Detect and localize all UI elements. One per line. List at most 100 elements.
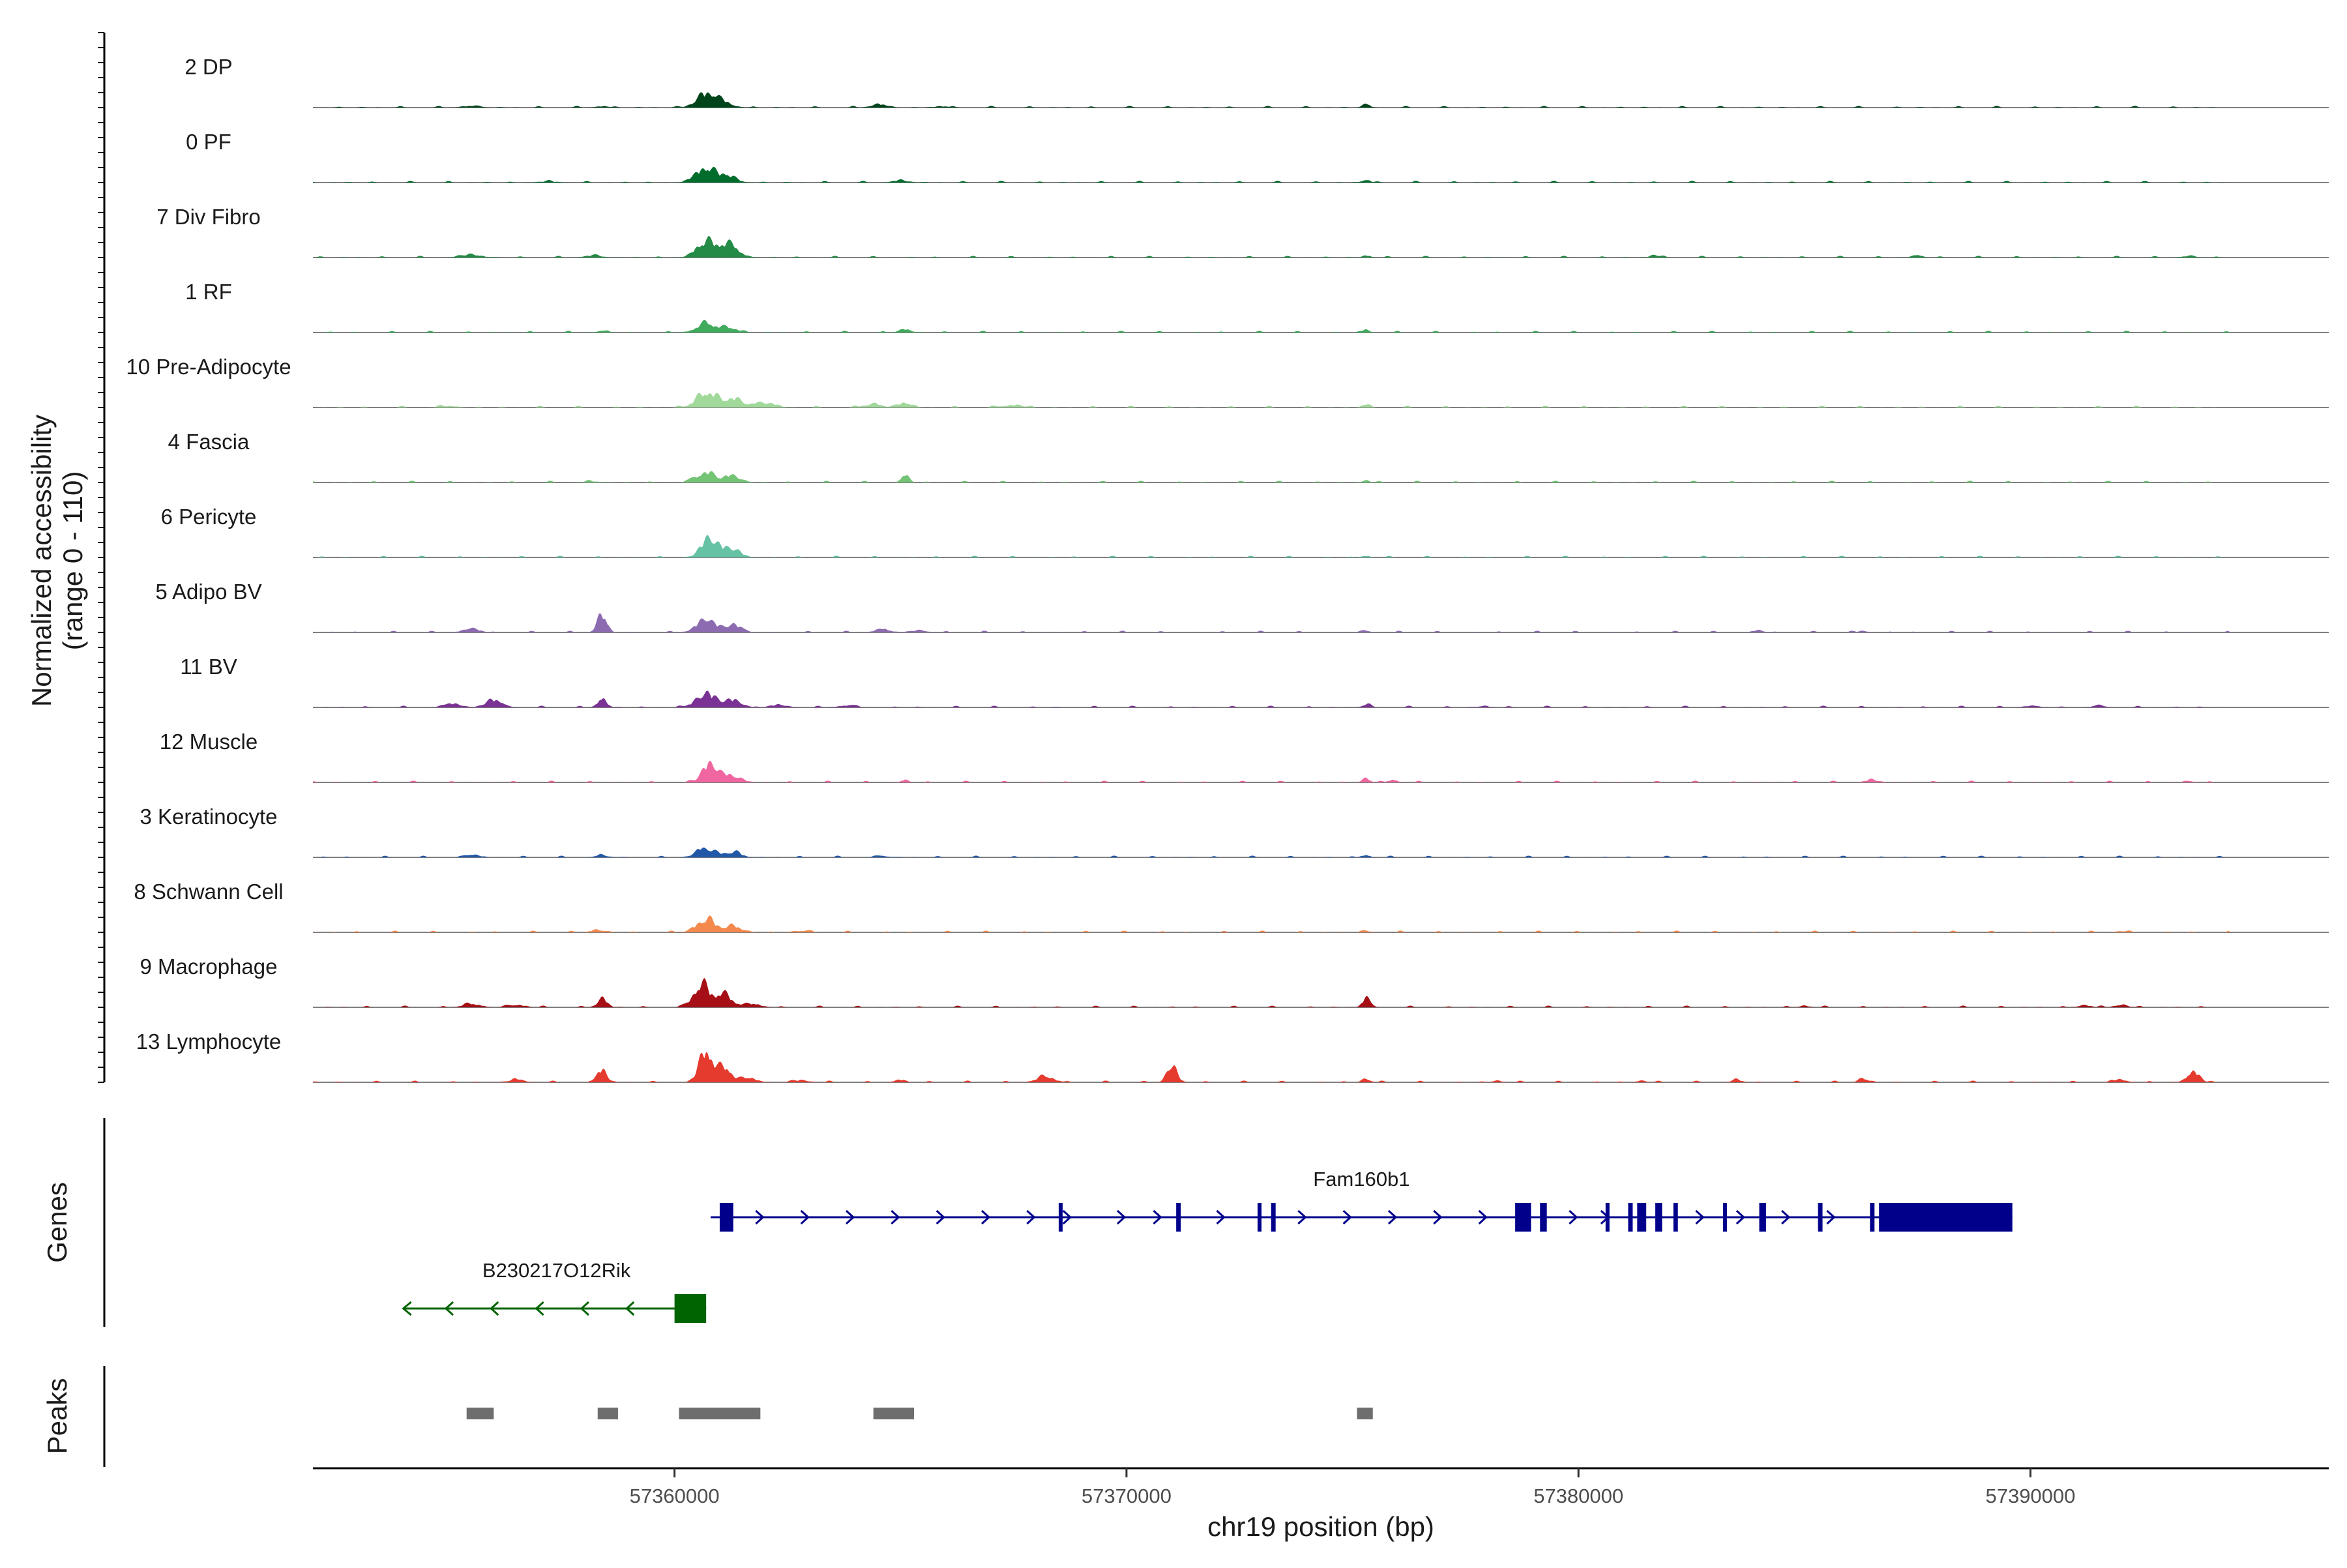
accessibility-tracks: 2 DP 0 PF 7 Div Fibro 1 RF 10 Pre-Adipocyte 4… [126, 55, 2329, 1083]
strand-arrow [1342, 1209, 1352, 1225]
track-area-0-pf [313, 166, 2230, 183]
gene-exon [1637, 1203, 1647, 1232]
gene-exon [1257, 1203, 1262, 1232]
gene-exon [1723, 1203, 1728, 1232]
gene-exon [1818, 1203, 1823, 1232]
strand-arrow [535, 1301, 544, 1316]
track-8-schwann-cell: 8 Schwann Cell [134, 880, 2329, 933]
strand-arrow [580, 1301, 589, 1316]
strand-arrow [981, 1209, 991, 1225]
gene-exon [1673, 1203, 1678, 1232]
gene-name-label: B230217O12Rik [482, 1259, 631, 1282]
gene-exon [1655, 1203, 1662, 1232]
track-1-rf: 1 RF [185, 280, 2329, 333]
gene-exon [1540, 1203, 1547, 1232]
track-12-muscle: 12 Muscle [160, 730, 2329, 783]
strand-arrow [444, 1301, 454, 1316]
gene-fam160b1: Fam160b1 [711, 1168, 2013, 1232]
strand-arrow [800, 1209, 810, 1225]
strand-arrow [936, 1209, 945, 1225]
strand-arrow [891, 1209, 900, 1225]
strand-arrow [1116, 1209, 1127, 1225]
strand-arrow [1478, 1209, 1488, 1225]
x-axis-title: chr19 position (bp) [1207, 1511, 1434, 1542]
track-label: 0 PF [186, 130, 231, 154]
accessibility-y-axis [98, 32, 106, 1083]
track-6-pericyte: 6 Pericyte [161, 505, 2329, 558]
x-tick-label: 57360000 [630, 1485, 720, 1507]
track-5-adipo-bv: 5 Adipo BV [155, 580, 2329, 633]
gene-name-label: Fam160b1 [1313, 1168, 1410, 1191]
track-label: 4 Fascia [168, 430, 250, 454]
strand-arrow [845, 1209, 855, 1225]
peak-bar [597, 1408, 618, 1419]
track-0-pf: 0 PF [186, 130, 2329, 183]
track-area-10-pre-adipocyte [313, 392, 2230, 407]
peak-bar [466, 1408, 494, 1419]
strand-arrow [625, 1301, 635, 1316]
strand-arrow [1297, 1209, 1307, 1225]
strand-arrow [1695, 1209, 1705, 1225]
genes-panel-label: Genes [42, 1182, 72, 1263]
strand-arrow [402, 1301, 412, 1316]
y-axis-title-line1: Normalized accessibility [26, 415, 57, 707]
gene-exon [1879, 1203, 2013, 1232]
gene-exon [1870, 1203, 1875, 1232]
strand-arrow [1781, 1209, 1791, 1225]
strand-arrow [1433, 1209, 1443, 1225]
x-tick-label: 57380000 [1533, 1485, 1623, 1507]
track-label: 11 BV [180, 655, 237, 679]
track-4-fascia: 4 Fascia [168, 430, 2329, 483]
track-label: 12 Muscle [160, 730, 258, 754]
y-axis-title-line2: (range 0 - 110) [57, 471, 88, 651]
strand-arrow [1569, 1209, 1578, 1225]
track-label: 13 Lymphocyte [136, 1029, 282, 1054]
strand-arrow [1153, 1209, 1162, 1225]
track-area-3-keratinocyte [313, 847, 2230, 857]
track-label: 9 Macrophage [140, 954, 278, 979]
strand-arrow [755, 1209, 765, 1225]
track-label: 7 Div Fibro [156, 205, 261, 229]
peak-bar [679, 1408, 761, 1419]
gene-exon [1605, 1203, 1610, 1232]
gene-b230217o12rik: B230217O12Rik [402, 1259, 707, 1323]
peak-bar [873, 1408, 915, 1419]
peak-regions [466, 1408, 1373, 1419]
track-label: 1 RF [185, 280, 232, 304]
gene-exon [1271, 1203, 1276, 1232]
gene-exon [1759, 1203, 1766, 1232]
track-label: 8 Schwann Cell [134, 880, 283, 904]
gene-exon [1058, 1203, 1063, 1232]
track-area-11-bv [313, 690, 2230, 707]
gene-exon [1515, 1203, 1531, 1232]
track-11-bv: 11 BV [180, 655, 2329, 708]
strand-arrow [1735, 1209, 1745, 1225]
track-label: 10 Pre-Adipocyte [126, 355, 291, 379]
track-10-pre-adipocyte: 10 Pre-Adipocyte [126, 355, 2329, 408]
gene-annotations: Fam160b1 B230217O12Rik [402, 1168, 2013, 1323]
track-label: 6 Pericyte [161, 505, 257, 529]
strand-arrow [1026, 1209, 1036, 1225]
track-label: 2 DP [185, 55, 232, 79]
track-9-macrophage: 9 Macrophage [140, 954, 2329, 1008]
track-label: 3 Keratinocyte [140, 805, 278, 829]
gene-exon [674, 1294, 707, 1323]
peak-bar [1357, 1408, 1373, 1419]
gene-exon [1176, 1203, 1181, 1232]
strand-arrow [1826, 1209, 1836, 1225]
x-axis-ticks: 57360000 57370000 57380000 57390000 [630, 1468, 2075, 1507]
peaks-panel-label: Peaks [42, 1378, 72, 1455]
track-3-keratinocyte: 3 Keratinocyte [140, 805, 2329, 858]
strand-arrow [1216, 1209, 1226, 1225]
strand-arrow [1387, 1209, 1398, 1225]
strand-arrow [490, 1301, 499, 1316]
strand-arrow [1062, 1209, 1072, 1225]
track-2-dp: 2 DP [185, 55, 2329, 108]
track-label: 5 Adipo BV [155, 580, 261, 604]
track-13-lymphocyte: 13 Lymphocyte [136, 1029, 2329, 1083]
x-tick-label: 57370000 [1082, 1485, 1172, 1507]
gene-exon [1628, 1203, 1633, 1232]
x-tick-label: 57390000 [1985, 1485, 2075, 1507]
